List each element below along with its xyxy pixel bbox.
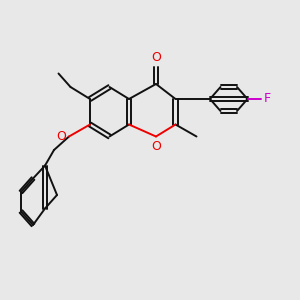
Text: O: O — [151, 140, 161, 153]
Text: O: O — [57, 130, 67, 143]
Text: O: O — [151, 51, 161, 64]
Text: F: F — [263, 92, 271, 106]
